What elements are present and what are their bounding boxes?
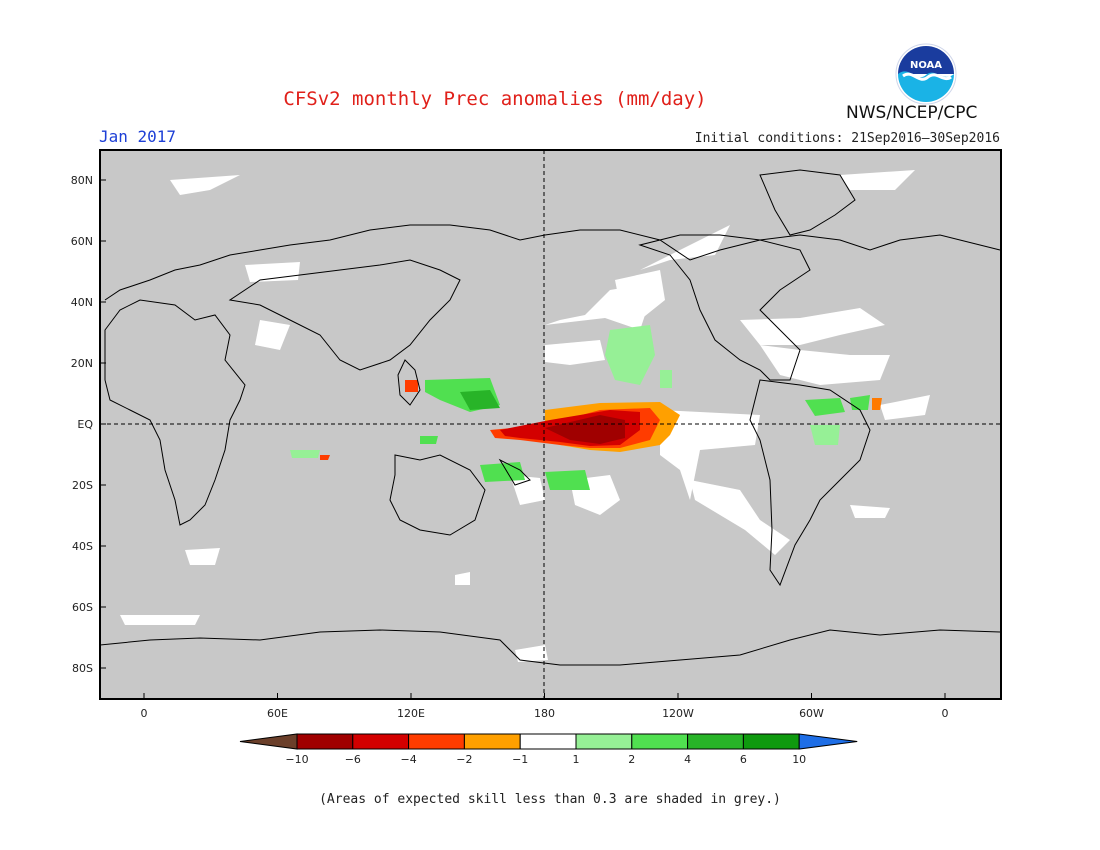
anomaly-near-zero-areas (120, 170, 930, 662)
lat-tick-label: 60S (72, 601, 93, 614)
latitude-axis: 80N 60N 40N 20N EQ 20S 40S 60S 80S (71, 174, 106, 675)
logo-text: NOAA (910, 60, 942, 71)
lon-tick-label: 120E (397, 707, 425, 720)
footnote: (Areas of expected skill less than 0.3 a… (319, 792, 781, 807)
lon-tick-label: 0 (141, 707, 148, 720)
noaa-logo: NOAA (895, 43, 957, 105)
lat-tick-label: 40N (71, 296, 93, 309)
colorbar-label: −4 (400, 753, 417, 766)
colorbar-label: −1 (512, 753, 529, 766)
colorbar-label: 4 (684, 753, 692, 766)
colorbar-label: −2 (456, 753, 473, 766)
lon-tick-label: 60W (799, 707, 824, 720)
coastlines (100, 169, 1001, 666)
initial-conditions: Initial conditions: 21Sep2016–30Sep2016 (694, 131, 1000, 146)
lat-tick-label: 20S (72, 479, 93, 492)
colorbar-label: −6 (344, 753, 361, 766)
lon-tick-label: 180 (534, 707, 555, 720)
lat-tick-label: 80N (71, 174, 93, 187)
lon-tick-label: 60E (267, 707, 288, 720)
colorbar-label: 10 (792, 753, 807, 766)
anomaly-negative-areas (320, 380, 882, 460)
lat-tick-label: 60N (71, 235, 93, 248)
agency-label: NWS/NCEP/CPC (846, 103, 978, 123)
colorbar-label: 2 (628, 753, 636, 766)
lat-tick-label: 80S (72, 662, 93, 675)
lon-tick-label: 0 (942, 707, 949, 720)
colorbar-label: 1 (572, 753, 580, 766)
forecast-month: Jan 2017 (99, 127, 177, 146)
lat-tick-label: EQ (77, 418, 93, 431)
anomaly-positive-areas (290, 325, 870, 490)
lat-tick-label: 20N (71, 357, 93, 370)
longitude-axis: 0 60E 120E 180 120W 60W 0 (141, 693, 949, 720)
lat-tick-label: 40S (72, 540, 93, 553)
chart-title: CFSv2 monthly Prec anomalies (mm/day) (283, 88, 707, 110)
lon-tick-label: 120W (662, 707, 694, 720)
colorbar-label: −10 (285, 753, 309, 766)
colorbar-label: 6 (739, 753, 747, 766)
